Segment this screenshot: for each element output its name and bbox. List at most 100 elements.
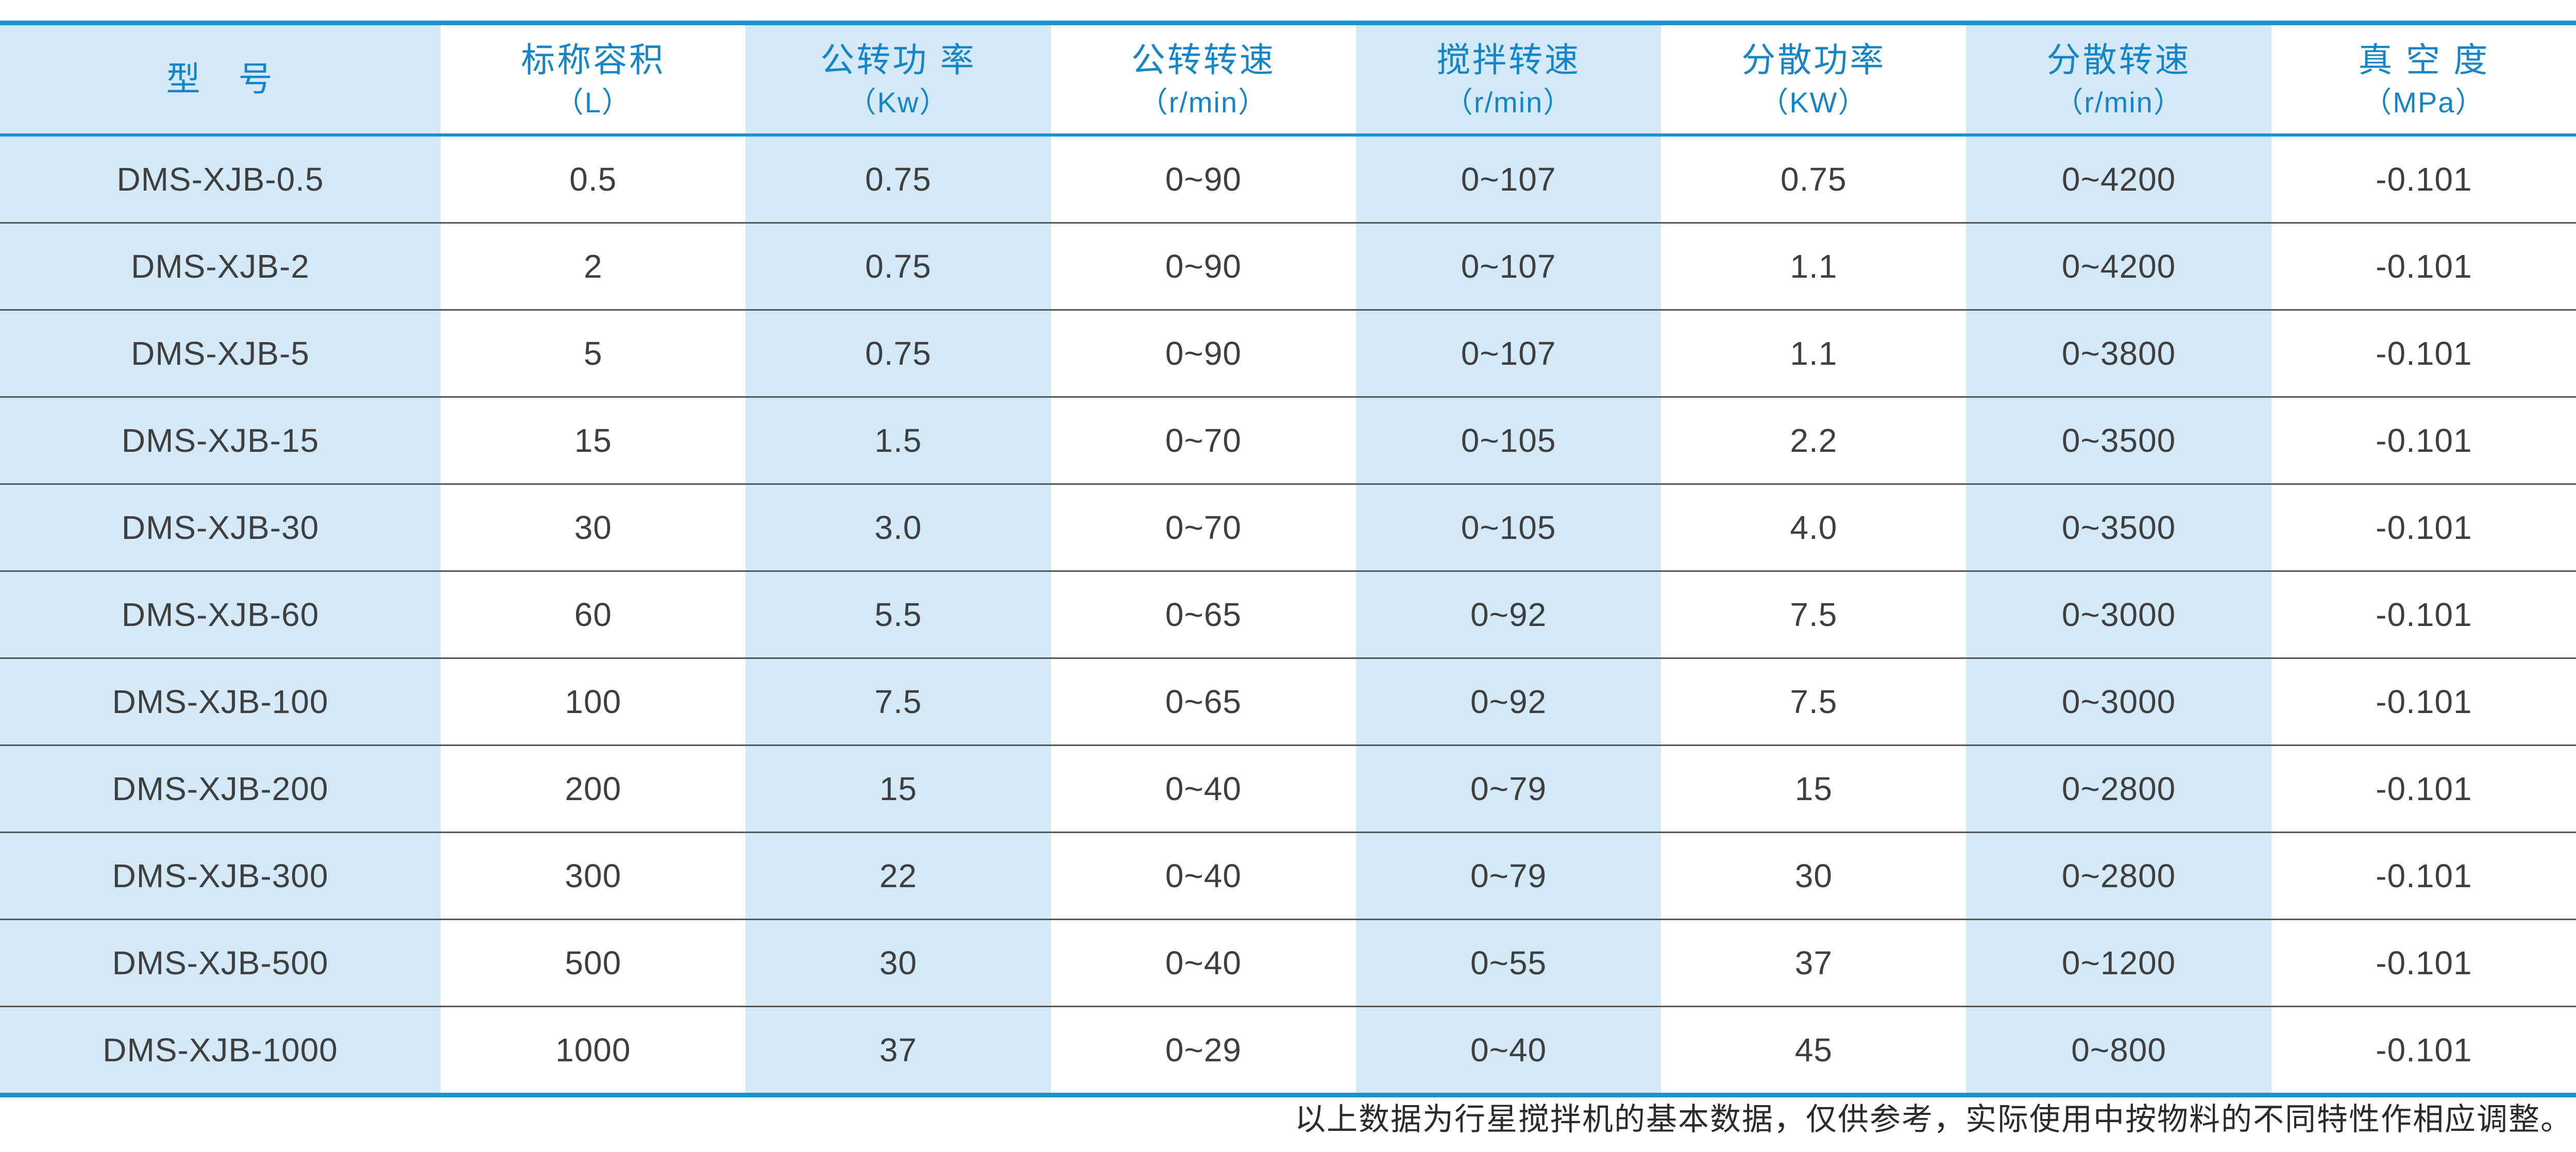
cell-model: DMS-XJB-0.5 <box>0 137 441 222</box>
cell-value: 0~2800 <box>1966 746 2272 832</box>
cell-value: 0.5 <box>440 137 746 222</box>
cell-value: 0~3000 <box>1966 659 2272 744</box>
header-revolution-power: 公转功 率 （Kw） <box>745 25 1051 133</box>
header-dispersion-power-unit: （KW） <box>1759 86 1868 118</box>
cell-value: 0~107 <box>1355 137 1662 222</box>
cell-value: 1.1 <box>1661 311 1967 396</box>
cell-value: 0~70 <box>1050 485 1356 570</box>
cell-value: 0~107 <box>1355 311 1662 396</box>
cell-value: 37 <box>1661 920 1967 1006</box>
cell-value: 15 <box>1661 746 1967 832</box>
header-nominal-volume-unit: （L） <box>554 86 632 118</box>
table-row: DMS-XJB-200 200 15 0~40 0~79 15 0~2800 -0.101 <box>0 744 2576 832</box>
cell-value: 0.75 <box>745 137 1051 222</box>
table-body: DMS-XJB-0.5 0.5 0.75 0~90 0~107 0.75 0~4200 -0.… <box>0 137 2576 1093</box>
cell-value: 0~1200 <box>1966 920 2272 1006</box>
table-row: DMS-XJB-60 60 5.5 0~65 0~92 7.5 0~3000 -0.101 <box>0 570 2576 657</box>
table-row: DMS-XJB-100 100 7.5 0~65 0~92 7.5 0~3000 -0.101 <box>0 657 2576 744</box>
cell-value: 0~3500 <box>1966 398 2272 483</box>
footer: 以上数据为行星搅拌机的基本数据，仅供参考，实际使用中按物料的不同特性作相应调整。 <box>0 1081 2576 1152</box>
cell-model: DMS-XJB-15 <box>0 398 441 483</box>
cell-value: 60 <box>440 572 746 657</box>
cell-value: 0~90 <box>1050 224 1356 309</box>
cell-value: 100 <box>440 659 746 744</box>
cell-value: 0~65 <box>1050 659 1356 744</box>
cell-model: DMS-XJB-100 <box>0 659 441 744</box>
cell-model: DMS-XJB-30 <box>0 485 441 570</box>
cell-value: 45 <box>1661 1007 1967 1093</box>
cell-value: 15 <box>440 398 746 483</box>
header-vacuum-degree-unit: （MPa） <box>2363 86 2485 118</box>
header-dispersion-speed: 分散转速 （r/min） <box>1966 25 2272 133</box>
cell-value: 300 <box>440 833 746 919</box>
cell-value: 0~29 <box>1050 1007 1356 1093</box>
cell-value: 0~105 <box>1355 485 1662 570</box>
cell-value: 1.5 <box>745 398 1051 483</box>
cell-value: 1000 <box>440 1007 746 1093</box>
cell-value: 30 <box>1661 833 1967 919</box>
cell-model: DMS-XJB-5 <box>0 311 441 396</box>
cell-value: 0~3500 <box>1966 485 2272 570</box>
cell-value: 0~90 <box>1050 137 1356 222</box>
cell-model: DMS-XJB-60 <box>0 572 441 657</box>
cell-value: 0~3000 <box>1966 572 2272 657</box>
cell-value: 7.5 <box>1661 659 1967 744</box>
cell-model: DMS-XJB-300 <box>0 833 441 919</box>
cell-value: 0~3800 <box>1966 311 2272 396</box>
cell-value: -0.101 <box>2271 311 2576 396</box>
cell-value: 0.75 <box>745 311 1051 396</box>
table-header-row: 型 号 标称容积 （L） 公转功 率 （Kw） 公转转速 （r/min） 搅拌转… <box>0 25 2576 137</box>
cell-model: DMS-XJB-200 <box>0 746 441 832</box>
table-row: DMS-XJB-5 5 0.75 0~90 0~107 1.1 0~3800 -0.101 <box>0 309 2576 396</box>
cell-value: 0~65 <box>1050 572 1356 657</box>
cell-value: 37 <box>745 1007 1051 1093</box>
cell-value: -0.101 <box>2271 224 2576 309</box>
cell-model: DMS-XJB-2 <box>0 224 441 309</box>
cell-value: -0.101 <box>2271 1007 2576 1093</box>
cell-value: -0.101 <box>2271 137 2576 222</box>
cell-value: 0~40 <box>1050 833 1356 919</box>
cell-value: 0~40 <box>1050 920 1356 1006</box>
header-model-label: 型 号 <box>166 60 275 98</box>
cell-value: 7.5 <box>745 659 1051 744</box>
table-row: DMS-XJB-15 15 1.5 0~70 0~105 2.2 0~3500 -0.101 <box>0 396 2576 483</box>
header-stirring-speed-unit: （r/min） <box>1444 86 1573 118</box>
header-dispersion-speed-unit: （r/min） <box>2054 86 2183 118</box>
header-nominal-volume: 标称容积 （L） <box>440 25 746 133</box>
cell-value: 30 <box>745 920 1051 1006</box>
table-row: DMS-XJB-500 500 30 0~40 0~55 37 0~1200 -0.101 <box>0 919 2576 1006</box>
cell-value: 0~40 <box>1050 746 1356 832</box>
cell-value: 15 <box>745 746 1051 832</box>
cell-value: 0~40 <box>1355 1007 1662 1093</box>
cell-value: 1.1 <box>1661 224 1967 309</box>
cell-model: DMS-XJB-500 <box>0 920 441 1006</box>
cell-value: -0.101 <box>2271 485 2576 570</box>
header-model: 型 号 <box>0 25 441 133</box>
header-revolution-speed: 公转转速 （r/min） <box>1050 25 1356 133</box>
table-row: DMS-XJB-0.5 0.5 0.75 0~90 0~107 0.75 0~4200 -0.… <box>0 137 2576 222</box>
cell-value: 3.0 <box>745 485 1051 570</box>
cell-value: 5.5 <box>745 572 1051 657</box>
cell-value: 0~79 <box>1355 746 1662 832</box>
cell-value: 2.2 <box>1661 398 1967 483</box>
table-row: DMS-XJB-300 300 22 0~40 0~79 30 0~2800 -0.101 <box>0 832 2576 919</box>
cell-value: 0.75 <box>1661 137 1967 222</box>
cell-value: 0~90 <box>1050 311 1356 396</box>
cell-value: -0.101 <box>2271 920 2576 1006</box>
footer-note: 以上数据为行星搅拌机的基本数据，仅供参考，实际使用中按物料的不同特性作相应调整。 <box>1295 1101 2572 1138</box>
cell-value: 4.0 <box>1661 485 1967 570</box>
cell-value: 5 <box>440 311 746 396</box>
planetary-mixer-spec-table: 型 号 标称容积 （L） 公转功 率 （Kw） 公转转速 （r/min） 搅拌转… <box>0 21 2576 1097</box>
cell-value: -0.101 <box>2271 746 2576 832</box>
header-revolution-power-unit: （Kw） <box>847 86 950 118</box>
cell-value: 0~2800 <box>1966 833 2272 919</box>
cell-value: 0~105 <box>1355 398 1662 483</box>
header-dispersion-power: 分散功率 （KW） <box>1661 25 1967 133</box>
cell-value: -0.101 <box>2271 659 2576 744</box>
cell-value: 2 <box>440 224 746 309</box>
cell-value: 0~92 <box>1355 659 1662 744</box>
cell-value: 0.75 <box>745 224 1051 309</box>
cell-value: -0.101 <box>2271 833 2576 919</box>
table-row: DMS-XJB-1000 1000 37 0~29 0~40 45 0~800 -0.101 <box>0 1006 2576 1093</box>
